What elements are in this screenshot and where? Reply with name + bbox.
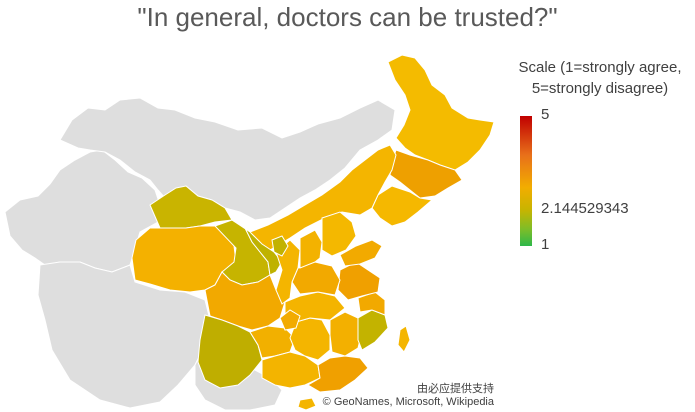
- province-jiangxi: [329, 311, 363, 357]
- legend-title-line-2: 5=strongly disagree): [531, 80, 669, 97]
- map-data-attribution: © GeoNames, Microsoft, Wikipedia: [322, 396, 494, 408]
- province-fujian: [357, 309, 389, 351]
- province-henan: [291, 261, 341, 296]
- china-choropleth-map: [4, 54, 495, 411]
- province-gansu: [231, 219, 283, 276]
- province-inner-mongolia: [231, 144, 397, 257]
- province-shanxi: [299, 229, 323, 269]
- province-taiwan: [397, 325, 411, 353]
- province-liaoning: [371, 185, 434, 227]
- map-title: "In general, doctors can be trusted?": [137, 2, 558, 32]
- province-jiangsu-anhui: [337, 261, 381, 301]
- neighbor-countries: [4, 97, 396, 411]
- legend-max-label: 5: [541, 106, 550, 123]
- legend-mid-label: 2.144529343: [541, 200, 629, 217]
- legend-title-line-1: Scale (1=strongly agree,: [518, 59, 682, 76]
- province-shandong: [339, 239, 383, 267]
- province-yunnan: [197, 314, 263, 389]
- legend-color-scale: [520, 116, 532, 246]
- china-provinces: [131, 54, 495, 411]
- province-chongqing: [279, 309, 301, 331]
- province-ningxia: [271, 235, 289, 257]
- legend-title: Scale (1=strongly agree, 5=strongly disa…: [505, 57, 695, 99]
- region-mongolia: [59, 97, 396, 221]
- province-hebei-beijing: [321, 211, 357, 257]
- province-jilin: [389, 149, 463, 199]
- province-hainan: [297, 397, 317, 411]
- bing-attribution: 由必应提供支持: [417, 383, 494, 395]
- province-guangdong: [307, 355, 369, 393]
- legend-min-label: 1: [541, 236, 550, 253]
- province-heilongjiang: [387, 54, 495, 171]
